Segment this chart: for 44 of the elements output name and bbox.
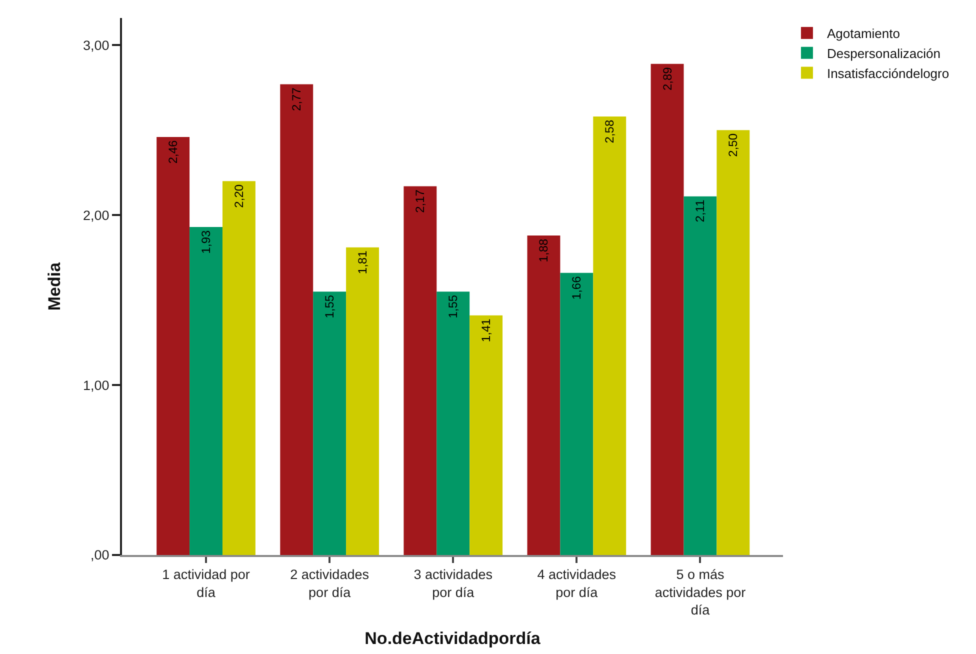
bar (716, 130, 750, 555)
legend-label: Agotamiento (826, 26, 900, 42)
bar (470, 315, 503, 555)
bar (650, 64, 684, 555)
data-label: 2,17 (413, 189, 428, 213)
x-tick-label: 4 actividades por día (537, 567, 616, 600)
y-tick-label: 2,00 (83, 208, 110, 223)
x-tick-label: 5 o más actividades por día (654, 567, 746, 618)
data-label: 2,89 (660, 66, 674, 91)
bar (593, 116, 626, 555)
bar (346, 247, 379, 555)
legend-label: Insatisfaccióndelogro (826, 66, 950, 81)
bar (404, 186, 437, 555)
y-tick-label: ,00 (90, 548, 110, 563)
data-label: 1,88 (536, 238, 551, 262)
x-tick-label: 3 actividades por día (414, 567, 493, 600)
legend-label: Despersonalización (826, 46, 940, 61)
data-label: 2,58 (602, 120, 617, 144)
data-label: 2,20 (232, 184, 246, 208)
data-label: 1,66 (570, 276, 584, 300)
bar (222, 181, 256, 555)
data-label: 1,41 (479, 318, 494, 342)
x-tick-label: 1 actividad por día (162, 567, 250, 600)
data-label: 2,50 (726, 133, 740, 157)
data-label: 2,77 (290, 87, 304, 111)
bar (156, 136, 190, 555)
bar (280, 84, 314, 555)
x-tick-label: 2 actividades por día (290, 567, 370, 600)
data-label: 1,81 (356, 250, 370, 274)
data-label: 1,55 (322, 294, 337, 318)
y-axis-title: Media (45, 262, 64, 311)
bar (436, 292, 470, 555)
bar (313, 292, 346, 555)
x-axis-title: No.deActividadpordía (364, 629, 541, 648)
y-tick-label: 3,00 (83, 38, 110, 53)
data-label: 1,93 (199, 230, 214, 254)
y-tick-label: 1,00 (83, 378, 110, 393)
bar (527, 236, 560, 555)
data-label: 2,11 (693, 199, 708, 222)
data-label: 2,46 (166, 140, 180, 164)
bar (684, 196, 717, 555)
bar (560, 272, 594, 555)
bar (190, 227, 222, 555)
data-label: 1,55 (446, 294, 460, 318)
